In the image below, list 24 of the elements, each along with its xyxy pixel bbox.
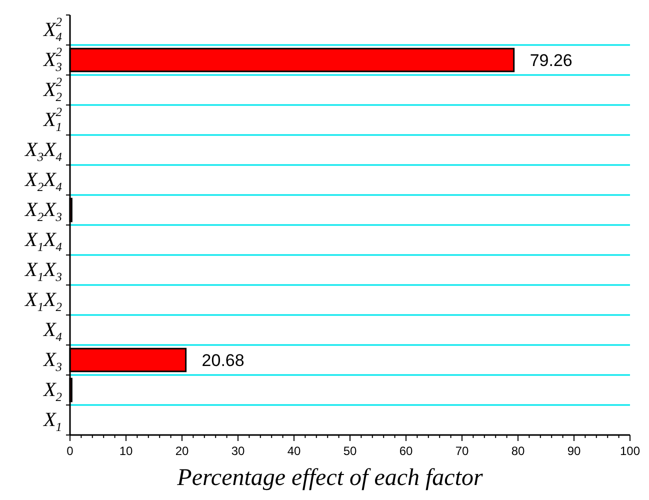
data-label: 20.68: [202, 350, 244, 370]
x-tick-label: 80: [511, 444, 525, 458]
y-tick-label: X$_{3}$X$_{4}$: [24, 139, 62, 164]
y-tick-label: X$_{4}$: [42, 319, 62, 344]
y-tick-label: X$_{2}$X$_{4}$: [24, 169, 62, 194]
y-tick-label: X$_{2}$X$_{3}$: [24, 199, 62, 224]
y-tick-label: X$_{1}$: [42, 409, 62, 434]
x-tick-label: 0: [66, 444, 74, 458]
y-tick-label: X$_{3}$: [42, 349, 62, 374]
y-tick-label: X$_{1}$X$_{2}$: [24, 289, 62, 314]
x-tick-label: 50: [343, 444, 357, 458]
y-tick-label: X$_{1}$X$_{3}$: [24, 259, 62, 284]
x-tick-label: 30: [231, 444, 245, 458]
x-axis-title: Percentage effect of each factor: [176, 465, 484, 491]
x-tick-label: 90: [567, 444, 581, 458]
x-tick-label: 100: [620, 444, 640, 458]
y-tick-label: X$_{1}$X$_{4}$: [24, 229, 62, 254]
data-label: 79.26: [530, 50, 572, 70]
x-tick-label: 20: [175, 444, 189, 458]
y-tick-label: X$_{2}$: [42, 379, 62, 404]
x-tick-label: 40: [287, 444, 301, 458]
x-tick-label: 10: [119, 444, 133, 458]
x-tick-label: 70: [455, 444, 469, 458]
x-tick-label: 60: [399, 444, 413, 458]
